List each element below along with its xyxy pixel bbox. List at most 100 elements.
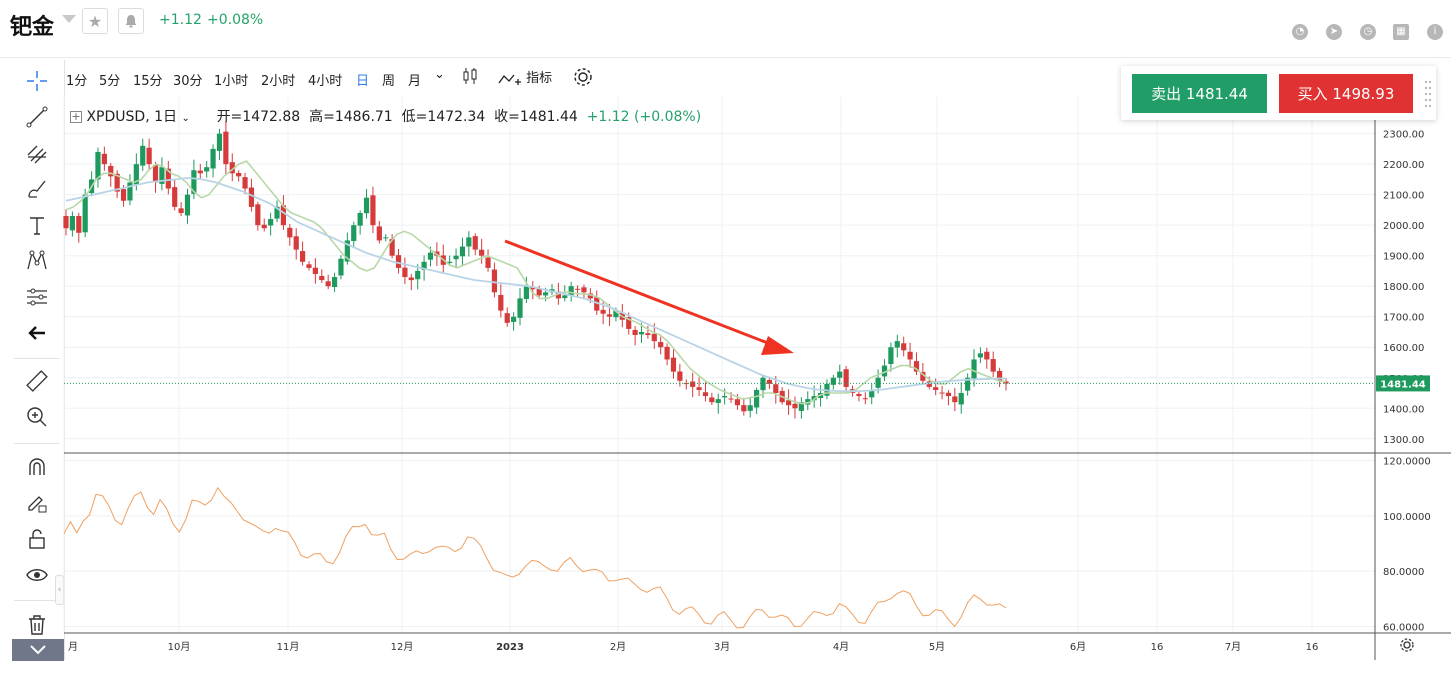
timeframe-button[interactable]: 周 [382,74,396,89]
timeframe-button[interactable]: 15分 [133,74,163,89]
crosshair-tool-button[interactable] [24,68,50,94]
candle-body [530,287,536,290]
candle-body [312,267,318,274]
price-axis-tick: 1900.00 [1383,252,1424,263]
candle-body [172,187,178,207]
timeframe-button[interactable]: 1小时 [214,74,249,89]
timeframe-button[interactable]: 5分 [99,74,121,89]
delete-drawings-button[interactable] [24,612,50,638]
candle-body [498,294,504,311]
candle-body [619,312,625,320]
brush-tool-button[interactable] [24,176,50,202]
legend-symbol[interactable]: XPDUSD [86,109,146,125]
candle-body [542,292,549,296]
candle-body [306,264,312,268]
measure-levels-button[interactable] [24,284,50,310]
candle-body [734,399,741,406]
zoom-in-icon [27,407,47,427]
sell-button[interactable]: 卖出 1481.44 [1132,74,1267,113]
chevron-down-icon[interactable]: ⌄ [181,113,190,124]
candle-style-button[interactable] [462,66,478,90]
indicators-button[interactable]: 指标 [498,67,552,87]
candle-body [165,168,171,189]
time-axis-tick: 10月 [168,641,191,653]
ruler-tool-button[interactable] [24,368,50,394]
candle-body [728,398,734,400]
timeframe-button[interactable]: 月 [408,74,422,89]
indicators-label: 指标 [526,71,553,86]
timeframe-button[interactable]: 1分 [66,74,88,89]
favorite-star-button[interactable]: ★ [82,8,108,34]
legend-plus-icon[interactable]: + [70,110,82,123]
time-axis-tick: 12月 [391,641,414,653]
candle-body [997,370,1003,381]
candle-body [933,387,939,390]
lock-drawings-edit-button[interactable] [24,490,50,516]
candle-body [830,377,836,385]
candle-body [741,405,747,412]
visibility-button[interactable] [24,562,50,588]
legend-change: +1.12 (+0.08%) [586,109,702,125]
text-icon [30,217,44,235]
candle-body [907,351,913,360]
legend-interval[interactable]: 1日 [154,109,178,125]
crosshair-icon [27,71,47,91]
alert-bell-button[interactable] [118,8,144,34]
candle-body [159,167,165,184]
instrument-title[interactable]: 钯金 [10,15,55,40]
gear-icon[interactable] [1400,638,1414,652]
info-icon[interactable]: i [1427,24,1443,40]
candle-body [856,393,862,397]
toolbar-divider [14,358,60,359]
toolbar-expand-button[interactable] [12,639,64,661]
calendar-icon[interactable]: ▦ [1393,24,1409,40]
candle-body [255,204,261,226]
candle-body [325,281,331,287]
candle-body [965,377,971,391]
candle-body [709,397,715,403]
zoom-in-button[interactable] [24,404,50,430]
candle-body [331,277,338,287]
brush-icon [28,180,46,198]
chevron-down-icon[interactable] [62,15,76,23]
compass-icon[interactable]: ➤ [1326,24,1342,40]
price-axis-tick: 1600.00 [1383,343,1424,354]
settings-gear-button[interactable] [572,66,594,92]
candle-body [766,379,773,384]
buy-button[interactable]: 买入 1498.93 [1279,74,1413,113]
back-button[interactable] [24,320,50,346]
candle-body [459,246,466,257]
drag-handle-icon[interactable] [1423,74,1433,113]
arrow-left-icon [28,326,45,340]
candle-body [581,287,587,293]
chevron-down-icon[interactable]: ⌄ [434,67,445,82]
candle-body [229,162,235,174]
pattern-tool-button[interactable] [24,248,50,274]
candle-body [869,389,875,398]
trendline-tool-button[interactable] [24,104,50,130]
candle-body [242,177,248,189]
drawing-toolbar [10,60,65,660]
drawn-arrow[interactable] [504,239,794,355]
pie-chart-icon[interactable]: ◔ [1292,24,1308,40]
clock-icon[interactable]: ◷ [1360,24,1376,40]
candle-body [715,399,721,403]
timeframe-button[interactable]: 2小时 [261,74,296,89]
candle-body [479,249,485,256]
collapse-toolbar-tab[interactable]: ‹ [55,575,64,605]
lock-button[interactable] [24,526,50,552]
last-price-label: 1481.44 [1380,379,1426,390]
toolbar-divider [14,600,60,601]
candle-body [977,353,984,358]
candle-body [881,365,888,377]
candle-body [370,195,376,226]
candle-body [913,361,920,372]
candle-body [760,377,766,391]
fib-tool-button[interactable] [24,140,50,166]
magnet-button[interactable] [24,454,50,480]
timeframe-button[interactable]: 日 [356,74,370,89]
candle-body [82,194,88,233]
timeframe-button[interactable]: 4小时 [308,74,343,89]
text-tool-button[interactable] [24,212,50,238]
timeframe-button[interactable]: 30分 [173,74,203,89]
